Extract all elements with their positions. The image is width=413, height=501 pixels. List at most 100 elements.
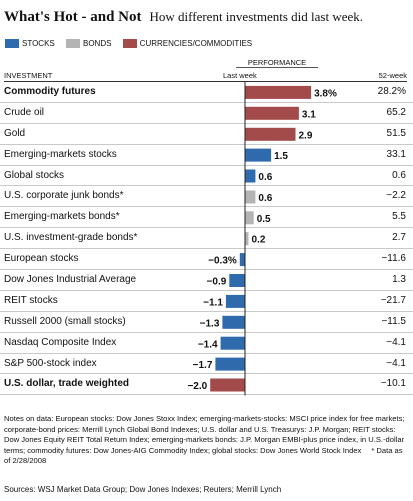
title-row: What's Hot - and Not How different invest… xyxy=(4,8,363,26)
bar xyxy=(245,106,299,120)
bar xyxy=(245,190,256,204)
legend-swatch-currencies xyxy=(122,39,137,48)
table-row: U.S. corporate junk bonds* −2.2 xyxy=(0,186,413,208)
column-header-last-week: Last week xyxy=(223,71,257,80)
table-row: U.S. investment-grade bonds* 2.7 xyxy=(0,228,413,250)
row-52-week-value: 51.5 xyxy=(386,127,406,139)
row-label: U.S. dollar, trade weighted xyxy=(4,378,130,390)
legend-item-stocks: STOCKS xyxy=(5,39,55,48)
row-52-week-value: −11.5 xyxy=(381,315,406,327)
performance-header: PERFORMANCE xyxy=(247,58,307,67)
table-row: Emerging-markets stocks 33.1 xyxy=(0,145,413,166)
legend-item-currencies: CURRENCIES/COMMODITIES xyxy=(122,39,253,48)
legend-swatch-bonds xyxy=(65,39,80,48)
bar xyxy=(245,127,296,141)
column-header-52-week: 52-week xyxy=(378,71,407,80)
bar xyxy=(245,85,312,99)
row-52-week-value: 1.3 xyxy=(392,274,406,286)
row-label: Emerging-markets bonds* xyxy=(4,211,120,223)
table-row: Gold 51.5 xyxy=(0,124,413,145)
row-label: Dow Jones Industrial Average xyxy=(4,274,137,286)
notes: Notes on data: European stocks: Dow Jone… xyxy=(4,414,408,467)
bar xyxy=(225,294,245,308)
column-header-investment: INVESTMENT xyxy=(4,71,53,80)
table-row: Emerging-markets bonds* 5.5 xyxy=(0,207,413,229)
row-label: Gold xyxy=(4,127,26,139)
bar-value-label: 0.5 xyxy=(257,214,271,225)
row-label: European stocks xyxy=(4,253,79,265)
table-row: Crude oil 65.2 xyxy=(0,103,413,124)
bar xyxy=(215,357,245,371)
legend: STOCKS BONDS CURRENCIES/COMMODITIES xyxy=(5,39,261,50)
legend-label-stocks: STOCKS xyxy=(22,39,55,48)
row-52-week-value: 28.2% xyxy=(377,86,406,97)
bar-value-label: −1.7 xyxy=(193,360,213,371)
bar-chart: 3.8%3.12.91.50.60.60.50.2−0.3%−0.9−1.1−1… xyxy=(187,82,337,396)
table-row: U.S. dollar, trade weighted −10.1 xyxy=(0,374,413,396)
performance-rule xyxy=(236,67,318,68)
row-label: S&P 500-stock index xyxy=(4,357,97,369)
bar xyxy=(245,232,249,246)
chart-subtitle: How different investments did last week. xyxy=(149,9,364,24)
bar xyxy=(229,274,245,287)
table-row: Global stocks 0.6 xyxy=(0,166,413,187)
bar-value-label: 0.2 xyxy=(252,235,266,246)
legend-item-bonds: BONDS xyxy=(65,39,112,48)
bar xyxy=(245,169,256,183)
row-52-week-value: −10.1 xyxy=(380,378,406,390)
row-52-week-value: 0.6 xyxy=(392,169,406,181)
row-label: Commodity futures xyxy=(4,86,96,97)
chart-title: What's Hot - and Not xyxy=(4,9,142,25)
table-row: REIT stocks −21.7 xyxy=(0,291,413,312)
legend-label-bonds: BONDS xyxy=(82,39,112,48)
row-label: REIT stocks xyxy=(4,294,58,306)
bar xyxy=(210,378,245,392)
row-label: Crude oil xyxy=(4,106,45,118)
table-row: S&P 500-stock index −4.1 xyxy=(0,354,413,375)
row-52-week-value: −11.6 xyxy=(381,253,406,265)
table-row: Commodity futures 28.2% xyxy=(0,82,413,103)
table-body: Commodity futures 28.2% Crude oil 65.2 Gold 5… xyxy=(0,82,413,396)
bar-value-label: −0.3% xyxy=(208,256,237,267)
bar xyxy=(245,211,254,225)
legend-label-currencies: CURRENCIES/COMMODITIES xyxy=(139,39,253,48)
row-52-week-value: 2.7 xyxy=(392,232,406,244)
bar-value-label: −0.9 xyxy=(207,277,227,288)
row-label: Emerging-markets stocks xyxy=(4,148,117,160)
header-rule xyxy=(4,81,407,82)
row-label: Russell 2000 (small stocks) xyxy=(4,315,126,327)
bar xyxy=(245,148,272,162)
row-label: U.S. corporate junk bonds* xyxy=(4,190,124,202)
bar-value-label: 2.9 xyxy=(299,130,313,141)
sources: Sources: WSJ Market Data Group; Dow Jone… xyxy=(4,485,282,494)
bar-value-label: −1.1 xyxy=(203,297,223,308)
bar-value-label: −2.0 xyxy=(187,381,207,392)
notes-asterisk: * Data as of 2/28/2008 xyxy=(4,445,403,466)
bar-value-label: 3.8% xyxy=(314,88,337,99)
row-label: U.S. investment-grade bonds* xyxy=(4,232,138,244)
row-52-week-value: −21.7 xyxy=(380,294,406,306)
row-52-week-value: 65.2 xyxy=(386,106,406,118)
table-row: Nasdaq Composite Index −4.1 xyxy=(0,333,413,354)
table-row: Russell 2000 (small stocks) −11.5 xyxy=(0,312,413,333)
row-52-week-value: 33.1 xyxy=(386,148,406,160)
bar xyxy=(222,315,245,329)
table-row: European stocks −11.6 xyxy=(0,249,413,271)
row-52-week-value: −4.1 xyxy=(386,357,406,369)
row-label: Nasdaq Composite Index xyxy=(4,336,117,348)
table-row: Dow Jones Industrial Average 1.3 xyxy=(0,270,413,291)
notes-text: Notes on data: European stocks: Dow Jone… xyxy=(4,414,405,455)
bar-value-label: 0.6 xyxy=(258,172,272,183)
bar-value-label: 0.6 xyxy=(258,193,272,204)
bar-value-label: 3.1 xyxy=(302,109,316,120)
bar-value-label: −1.4 xyxy=(198,339,218,350)
bar-value-label: −1.3 xyxy=(200,318,220,329)
row-52-week-value: −2.2 xyxy=(386,190,406,202)
legend-swatch-stocks xyxy=(5,39,19,48)
bar xyxy=(220,336,245,350)
bar xyxy=(239,253,245,267)
row-label: Global stocks xyxy=(4,169,65,181)
row-52-week-value: 5.5 xyxy=(392,211,406,223)
row-52-week-value: −4.1 xyxy=(386,336,406,348)
bar-value-label: 1.5 xyxy=(274,151,288,162)
